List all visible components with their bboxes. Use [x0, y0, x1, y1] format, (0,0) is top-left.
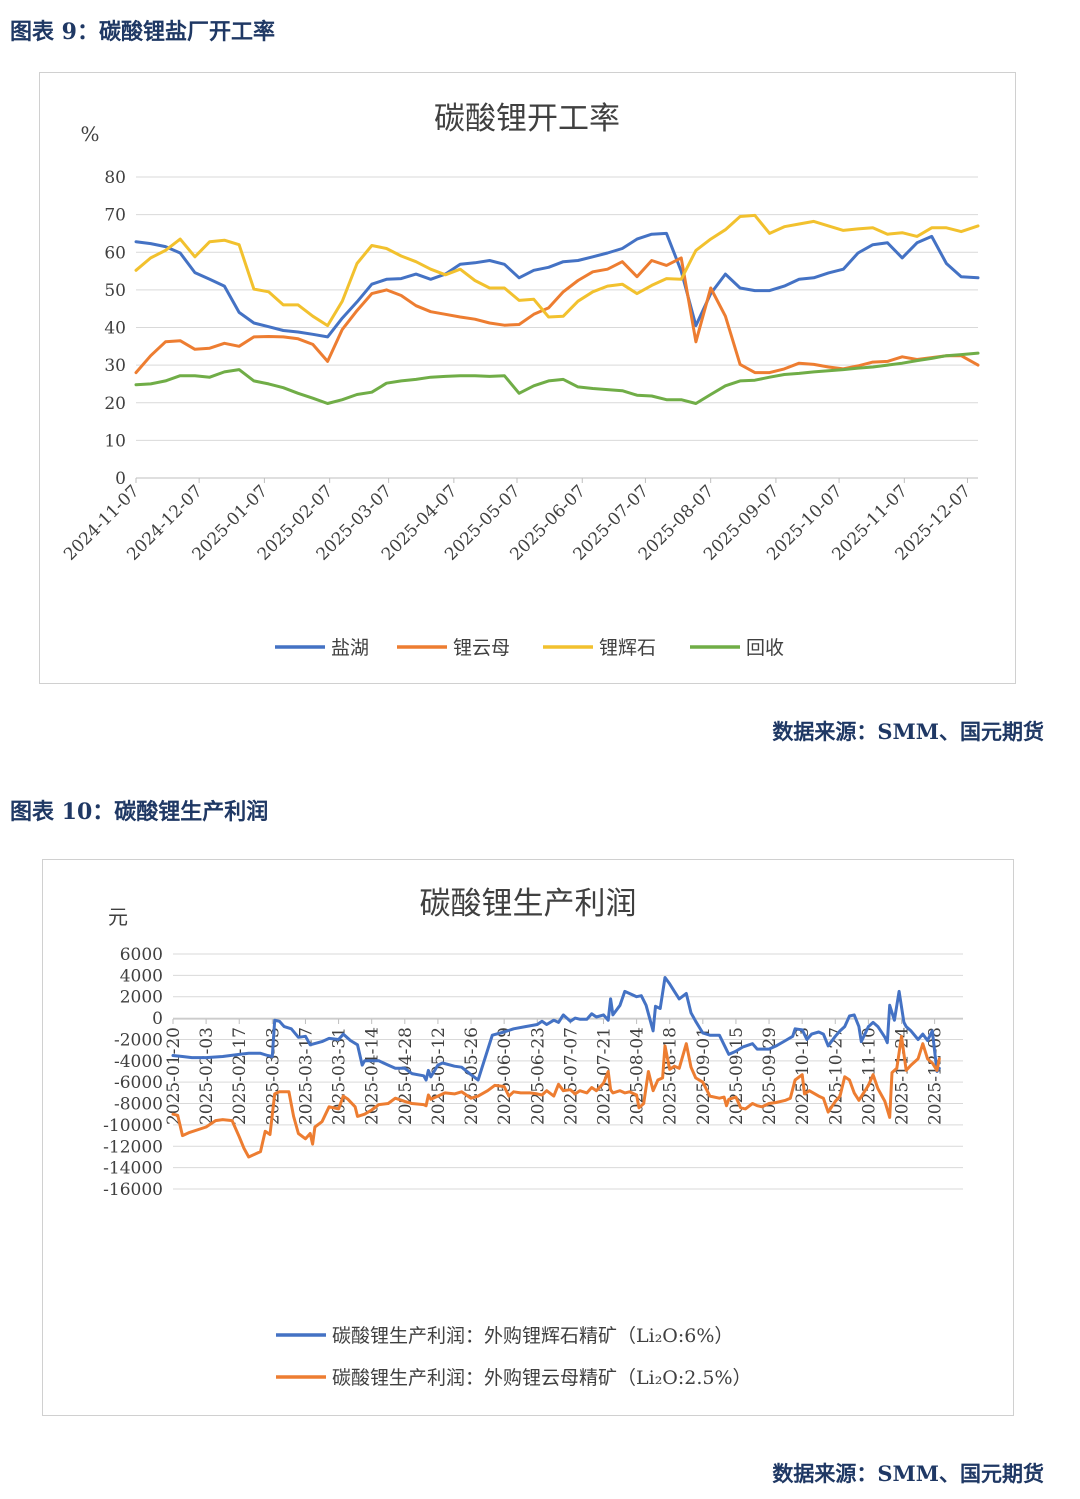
chart-1-frame: 碳酸锂开工率% 0 10 20 30 40 50 60 70 80 2024-11-07 2024-1… — [39, 72, 1016, 684]
legend-label-2: 碳酸锂生产利润：外购锂云母精矿（Li₂O:2.5%） — [332, 1367, 752, 1389]
legend-label-3: 锂辉石 — [599, 637, 656, 659]
y-tick-label: -14000 — [103, 1159, 163, 1179]
series-line-1 — [171, 976, 941, 1082]
y-tick-label: 20 — [104, 394, 126, 414]
x-tick-label: 2025-11-10 — [859, 1027, 879, 1125]
x-tick-label: 2025-05-12 — [429, 1027, 449, 1125]
legend-label-2: 锂云母 — [453, 637, 510, 659]
x-tick-label: 2025-03-31 — [330, 1027, 350, 1125]
x-tick-label: 2025-04-28 — [396, 1027, 416, 1125]
y-tick-label: 2000 — [120, 988, 163, 1008]
series-line-1 — [134, 231, 980, 339]
y-tick-label: -8000 — [114, 1095, 163, 1115]
x-tick-label: 2025-06-23 — [528, 1027, 548, 1125]
y-tick-label: 60 — [104, 243, 126, 263]
series-line-3 — [134, 213, 980, 328]
legend-label-4: 回收 — [746, 637, 784, 659]
y-tick-label: -6000 — [114, 1073, 163, 1093]
figure-9-source: 数据来源：SMM、国元期货 — [772, 719, 1044, 744]
x-tick-label: 2025-01-20 — [164, 1027, 184, 1125]
figure-10-caption: 图表 10：碳酸锂生产利润 — [10, 799, 269, 825]
x-tick-label: 2025-09-29 — [760, 1027, 780, 1125]
y-tick-label: -16000 — [103, 1180, 163, 1200]
x-tick-label: 2025-06-09 — [495, 1027, 515, 1125]
x-tick-label: 2025-02-17 — [230, 1027, 250, 1125]
chart-2-frame: 碳酸锂生产利润元 -16000 -14000 -12000 -10000 -8000 -60… — [42, 859, 1014, 1416]
y-tick-label: -2000 — [114, 1030, 163, 1050]
y-tick-label: 30 — [104, 356, 126, 376]
y-tick-label: 80 — [104, 168, 126, 188]
y-tick-label: -10000 — [103, 1116, 163, 1136]
x-tick-label: 2025-07-07 — [561, 1027, 581, 1125]
x-tick-label: 2025-03-03 — [263, 1027, 283, 1125]
x-tick-label: 2025-10-27 — [826, 1027, 846, 1125]
y-tick-label: -12000 — [103, 1137, 163, 1157]
x-tick-label: 2025-08-04 — [628, 1027, 648, 1125]
figure-10-source: 数据来源：SMM、国元期货 — [772, 1461, 1044, 1486]
x-tick-label: 2025-09-15 — [727, 1027, 747, 1125]
series-line-2 — [171, 1034, 941, 1159]
y-tick-label: 40 — [104, 319, 126, 339]
y-tick-label: -4000 — [114, 1052, 163, 1072]
y-tick-label: 0 — [115, 469, 126, 489]
x-tick-label: 2025-02-03 — [197, 1027, 217, 1125]
x-tick-label: 2025-12-08 — [926, 1027, 946, 1125]
y-tick-label: 6000 — [120, 945, 163, 965]
y-tick-label: 10 — [104, 431, 126, 451]
x-tick-label: 2025-04-14 — [363, 1027, 383, 1125]
x-tick-label: 2025-03-17 — [296, 1027, 316, 1125]
y-tick-label: 4000 — [120, 966, 163, 986]
chart-title: 碳酸锂生产利润 — [420, 886, 637, 922]
y-tick-label: 50 — [104, 281, 126, 301]
y-tick-label: 0 — [152, 1009, 163, 1029]
chart-1-svg: 碳酸锂开工率%010203040506070802024-11-072024-1… — [60, 101, 980, 659]
y-axis-unit: 元 — [108, 905, 128, 929]
x-tick-label: 2025-11-24 — [893, 1027, 913, 1125]
series-line-4 — [134, 351, 980, 405]
y-axis-unit: % — [80, 122, 99, 146]
figure-9-caption: 图表 9：碳酸锂盐厂开工率 — [10, 19, 275, 45]
legend-label-1: 盐湖 — [331, 637, 369, 659]
legend-label-1: 碳酸锂生产利润：外购锂辉石精矿（Li₂O:6%） — [332, 1325, 733, 1347]
series-line-2 — [134, 256, 980, 375]
x-tick-label: 2025-09-01 — [694, 1027, 714, 1125]
x-tick-label: 2025-07-21 — [594, 1027, 614, 1125]
chart-title: 碳酸锂开工率 — [434, 101, 620, 137]
y-tick-label: 70 — [104, 206, 126, 226]
